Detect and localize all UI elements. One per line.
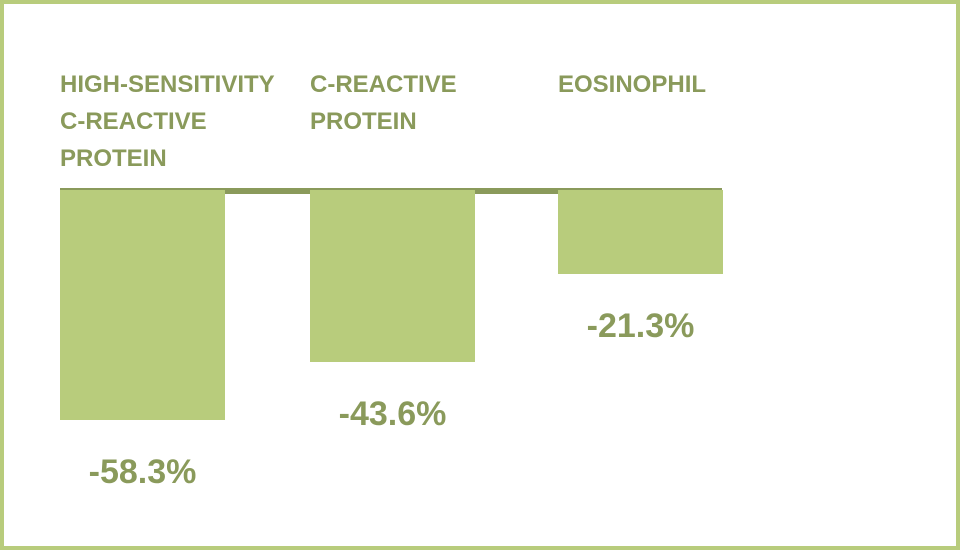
category-label: EOSINOPHIL — [558, 71, 707, 98]
value-label: -58.3% — [88, 453, 197, 492]
category-label: C-REACTIVE PROTEIN — [310, 71, 457, 135]
value-label: -43.6% — [338, 395, 447, 434]
value-label: -21.3% — [586, 307, 695, 346]
category-label: HIGH-SENSITIVITY C-REACTIVE PROTEIN — [60, 71, 275, 172]
bar — [558, 190, 723, 275]
bar — [60, 190, 225, 421]
bar — [310, 190, 475, 363]
